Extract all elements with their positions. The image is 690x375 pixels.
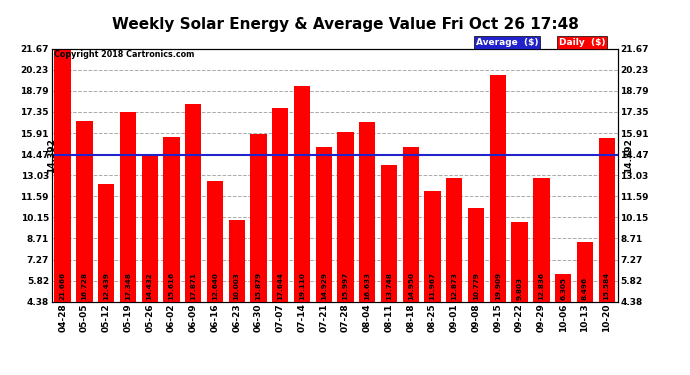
- Text: 12.439: 12.439: [103, 272, 109, 300]
- Text: 8.496: 8.496: [582, 276, 588, 300]
- Text: Copyright 2018 Cartronics.com: Copyright 2018 Cartronics.com: [54, 50, 195, 59]
- Bar: [228, 219, 245, 302]
- Bar: [446, 177, 462, 302]
- Text: 13.748: 13.748: [386, 272, 392, 300]
- Bar: [359, 123, 375, 302]
- Text: 16.728: 16.728: [81, 272, 88, 300]
- Text: Weekly Solar Energy & Average Value Fri Oct 26 17:48: Weekly Solar Energy & Average Value Fri …: [112, 17, 578, 32]
- Text: 21.666: 21.666: [59, 272, 66, 300]
- Text: 14.432: 14.432: [147, 272, 152, 300]
- Bar: [98, 184, 115, 302]
- Bar: [315, 147, 332, 302]
- Text: 12.873: 12.873: [451, 272, 457, 300]
- Bar: [424, 191, 441, 302]
- Bar: [185, 104, 201, 302]
- Bar: [577, 242, 593, 302]
- Bar: [381, 165, 397, 302]
- Bar: [533, 178, 549, 302]
- Text: 12.836: 12.836: [538, 272, 544, 300]
- Bar: [76, 121, 92, 302]
- Bar: [490, 75, 506, 302]
- Text: 6.305: 6.305: [560, 277, 566, 300]
- Text: 15.879: 15.879: [255, 272, 262, 300]
- Text: 9.803: 9.803: [517, 277, 522, 300]
- Text: 12.640: 12.640: [212, 272, 218, 300]
- Text: 17.871: 17.871: [190, 272, 196, 300]
- Text: 19.110: 19.110: [299, 272, 305, 300]
- Text: 15.616: 15.616: [168, 272, 175, 300]
- Text: 14.929: 14.929: [321, 272, 327, 300]
- Bar: [164, 137, 179, 302]
- Text: 19.909: 19.909: [495, 272, 501, 300]
- Text: Average  ($): Average ($): [476, 38, 539, 47]
- Bar: [555, 274, 571, 302]
- Bar: [272, 108, 288, 302]
- Text: 11.967: 11.967: [430, 272, 435, 300]
- Bar: [55, 49, 71, 302]
- Text: 10.003: 10.003: [234, 272, 239, 300]
- Bar: [511, 222, 528, 302]
- Text: 10.779: 10.779: [473, 272, 479, 300]
- Text: 17.348: 17.348: [125, 272, 131, 300]
- Bar: [120, 112, 136, 302]
- Bar: [468, 208, 484, 302]
- Text: 15.584: 15.584: [604, 272, 610, 300]
- Text: 14.950: 14.950: [408, 272, 414, 300]
- Text: 15.997: 15.997: [342, 272, 348, 300]
- Text: Daily  ($): Daily ($): [559, 38, 605, 47]
- Bar: [598, 138, 615, 302]
- Text: 14.392: 14.392: [47, 138, 56, 173]
- Text: 17.644: 17.644: [277, 272, 284, 300]
- Bar: [141, 155, 158, 302]
- Bar: [337, 132, 354, 302]
- Bar: [207, 181, 223, 302]
- Text: 16.633: 16.633: [364, 272, 371, 300]
- Text: 14.392: 14.392: [624, 138, 633, 173]
- Bar: [250, 134, 266, 302]
- Bar: [403, 147, 419, 302]
- Bar: [294, 86, 310, 302]
